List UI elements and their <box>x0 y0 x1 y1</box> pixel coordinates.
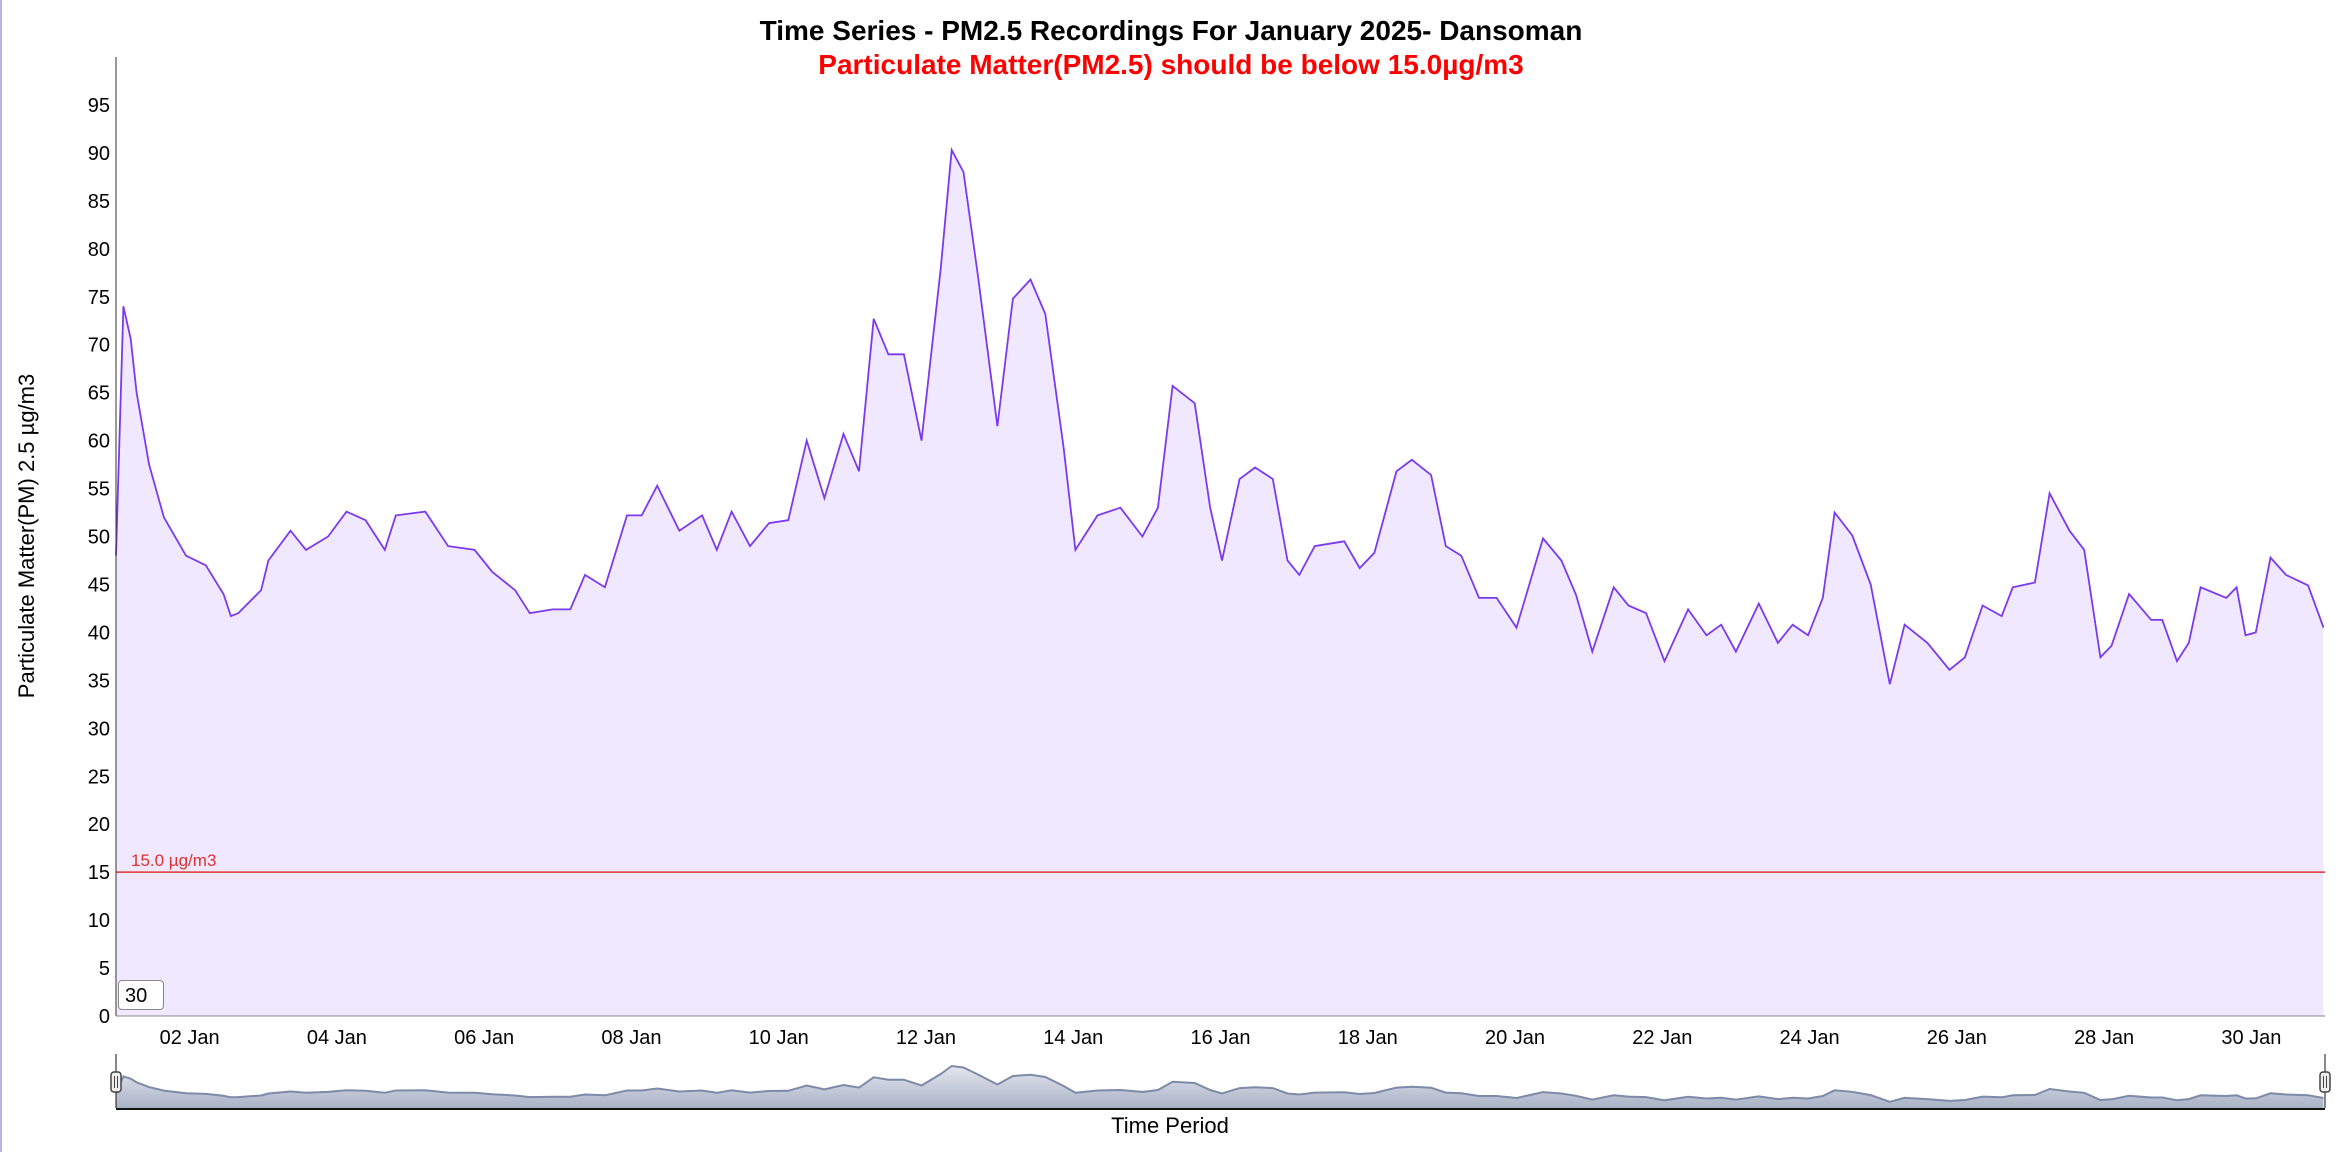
y-tick-label: 80 <box>88 239 110 261</box>
navigator-left-handle[interactable] <box>110 1071 122 1093</box>
x-tick-label: 18 Jan <box>1338 1027 1398 1049</box>
y-tick-label: 45 <box>88 574 110 596</box>
x-tick-label: 26 Jan <box>1927 1027 1987 1049</box>
y-tick-label: 15 <box>88 862 110 884</box>
chart-title: Time Series - PM2.5 Recordings For Janua… <box>760 15 1583 46</box>
y-tick-label: 35 <box>88 670 110 692</box>
y-tick-label: 95 <box>88 95 110 117</box>
y-tick-label: 50 <box>88 527 110 549</box>
x-tick-label: 30 Jan <box>2221 1027 2281 1049</box>
navigator-line <box>115 1064 2324 1103</box>
x-tick-label: 22 Jan <box>1632 1027 1692 1049</box>
navigator[interactable] <box>110 1054 2331 1110</box>
x-tick-label: 02 Jan <box>160 1027 220 1049</box>
series-line <box>115 146 2325 685</box>
x-tick-label: 12 Jan <box>896 1027 956 1049</box>
x-axis-label: Time Period <box>1111 1113 1229 1138</box>
y-tick-label: 0 <box>99 1006 110 1028</box>
x-tick-label: 06 Jan <box>454 1027 514 1049</box>
x-tick-label: 04 Jan <box>307 1027 367 1049</box>
x-tick-label: 10 Jan <box>749 1027 809 1049</box>
y-tick-label: 40 <box>88 622 110 644</box>
x-tick-label: 08 Jan <box>601 1027 661 1049</box>
x-tick-label: 16 Jan <box>1190 1027 1250 1049</box>
y-tick-label: 55 <box>88 479 110 501</box>
y-tick-label: 90 <box>88 143 110 165</box>
y-axis-label: Particulate Matter(PM) 2.5 µg/m3 <box>14 374 39 698</box>
y-tick-label: 65 <box>88 383 110 405</box>
navigator-area <box>116 1066 2324 1108</box>
left-border <box>0 0 2 1152</box>
y-tick-label: 25 <box>88 766 110 788</box>
chart-subtitle: Particulate Matter(PM2.5) should be belo… <box>818 49 1523 80</box>
threshold-label: 15.0 µg/m3 <box>131 851 216 870</box>
y-tick-label: 75 <box>88 287 110 309</box>
range-input[interactable]: 30 <box>118 980 164 1010</box>
x-tick-label: 28 Jan <box>2074 1027 2134 1049</box>
y-tick-label: 70 <box>88 335 110 357</box>
y-tick-label: 60 <box>88 431 110 453</box>
x-tick-label: 20 Jan <box>1485 1027 1545 1049</box>
x-tick-label: 24 Jan <box>1780 1027 1840 1049</box>
y-tick-label: 10 <box>88 910 110 932</box>
y-tick-label: 30 <box>88 718 110 740</box>
y-tick-label: 85 <box>88 191 110 213</box>
navigator-right-handle[interactable] <box>2319 1071 2331 1093</box>
series-area <box>116 150 2324 1016</box>
x-tick-label: 14 Jan <box>1043 1027 1103 1049</box>
y-tick-label: 5 <box>99 958 110 980</box>
y-tick-label: 20 <box>88 814 110 836</box>
